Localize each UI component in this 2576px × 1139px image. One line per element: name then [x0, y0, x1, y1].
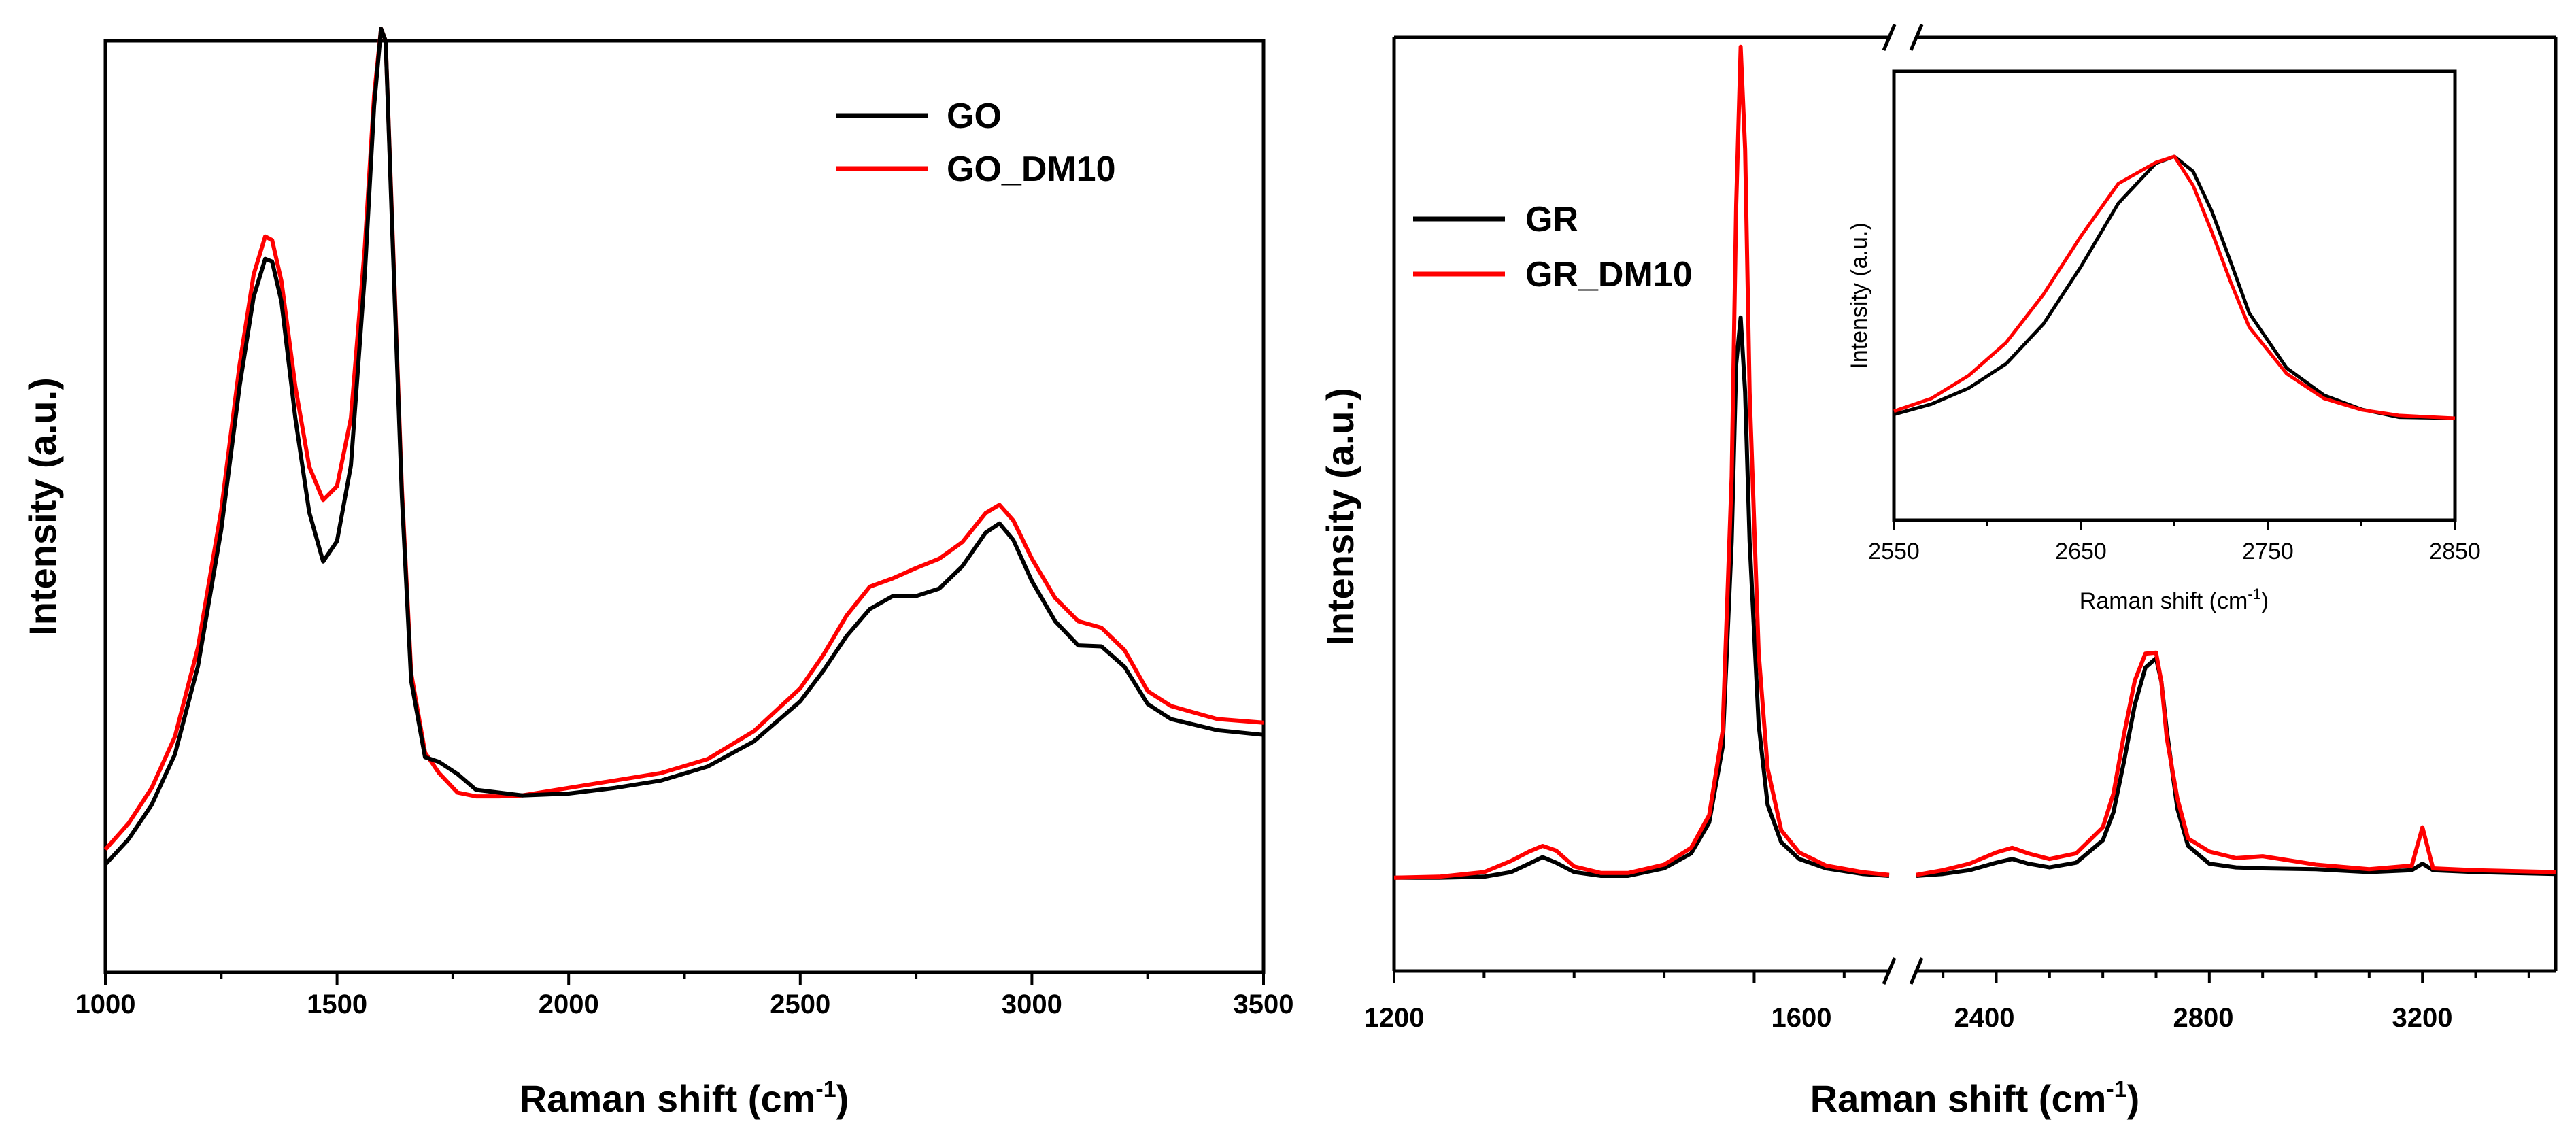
left-x-tick-label: 2000	[539, 989, 599, 1019]
right-x-axis-title-text: Raman shift (cm	[1810, 1077, 2107, 1120]
right-x-axis-title-end: )	[2127, 1077, 2140, 1120]
left-x-ticks	[104, 972, 1265, 985]
inset-x-tick-label: 2850	[2429, 539, 2481, 564]
inset-plot-frame	[1892, 69, 2457, 522]
line-gr-dm10-seg1	[1393, 44, 1890, 880]
right-x-tick-label: 2800	[2173, 1003, 2234, 1033]
legend-label-gr-dm10: GR_DM10	[1525, 255, 1693, 294]
right-chart-panel: 1200 1600 2400 2800 3200 Raman shift (cm…	[1319, 24, 2558, 1120]
right-x-tick-label: 2400	[1954, 1003, 2015, 1033]
inset-x-ticks	[1893, 520, 2456, 530]
left-legend: GO GO_DM10	[836, 97, 1116, 189]
right-y-axis-title: Intensity (a.u.)	[1319, 388, 1361, 646]
line-go	[103, 27, 1264, 866]
inset-y-axis-title: Intensity (a.u.)	[1846, 222, 1872, 369]
legend-label-go-dm10: GO_DM10	[947, 150, 1116, 189]
legend-label-go: GO	[947, 97, 1002, 136]
inset-x-axis-title-sup: -1	[2248, 585, 2261, 602]
left-x-tick-label: 3500	[1234, 989, 1294, 1019]
inset-x-tick-label: 2550	[1868, 539, 1920, 564]
left-x-tick-label: 2500	[770, 989, 830, 1019]
axis-break-bottom-icon	[1882, 957, 1924, 985]
right-x-tick-label: 1200	[1364, 1003, 1425, 1033]
left-y-axis-title: Intensity (a.u.)	[21, 377, 64, 636]
inset-x-axis-title-end: )	[2261, 588, 2269, 614]
inset-x-axis-title: Raman shift (cm-1)	[2080, 585, 2269, 614]
axis-break-top-icon	[1882, 24, 1924, 51]
line-gr-dm10-seg2	[1916, 650, 2556, 877]
inset-chart: 2550 2650 2750 2850 Raman shift (cm-1) I…	[1846, 69, 2481, 614]
left-x-tick-label: 1500	[307, 989, 367, 1019]
right-x-axis-title-sup: -1	[2106, 1076, 2126, 1102]
left-x-axis-title-sup: -1	[815, 1076, 836, 1102]
left-chart-panel: 1000 1500 2000 2500 3000 3500 Raman shif…	[21, 27, 1294, 1120]
line-gr-seg1	[1394, 315, 1890, 880]
legend-label-gr: GR	[1525, 200, 1578, 239]
left-x-tick-label: 1000	[75, 989, 136, 1019]
inset-x-tick-label: 2750	[2242, 539, 2294, 564]
inset-x-tick-labels: 2550 2650 2750 2850	[1868, 539, 2481, 564]
right-x-tick-labels: 1200 1600 2400 2800 3200	[1364, 1003, 2453, 1033]
left-x-axis-title: Raman shift (cm-1)	[520, 1076, 849, 1120]
right-x-tick-label: 3200	[2392, 1003, 2453, 1033]
left-x-axis-title-end: )	[836, 1077, 849, 1120]
right-x-tick-label: 1600	[1772, 1003, 1832, 1033]
right-legend: GR GR_DM10	[1413, 200, 1693, 294]
inset-line-gr-dm10	[1893, 154, 2456, 420]
inset-series-lines	[1893, 154, 2456, 420]
line-gr-seg2	[1916, 656, 2556, 878]
left-x-tick-labels: 1000 1500 2000 2500 3000 3500	[75, 989, 1294, 1019]
inset-x-tick-label: 2650	[2055, 539, 2107, 564]
right-series-lines	[1393, 44, 2556, 880]
inset-line-gr	[1893, 154, 2456, 420]
line-go-dm10	[103, 27, 1264, 851]
left-x-tick-label: 3000	[1002, 989, 1062, 1019]
inset-x-axis-title-text: Raman shift (cm	[2080, 588, 2248, 614]
right-x-axis-title: Raman shift (cm-1)	[1810, 1076, 2140, 1120]
left-series-lines	[103, 27, 1264, 866]
left-x-axis-title-text: Raman shift (cm	[520, 1077, 816, 1120]
right-x-ticks	[1393, 971, 2530, 983]
